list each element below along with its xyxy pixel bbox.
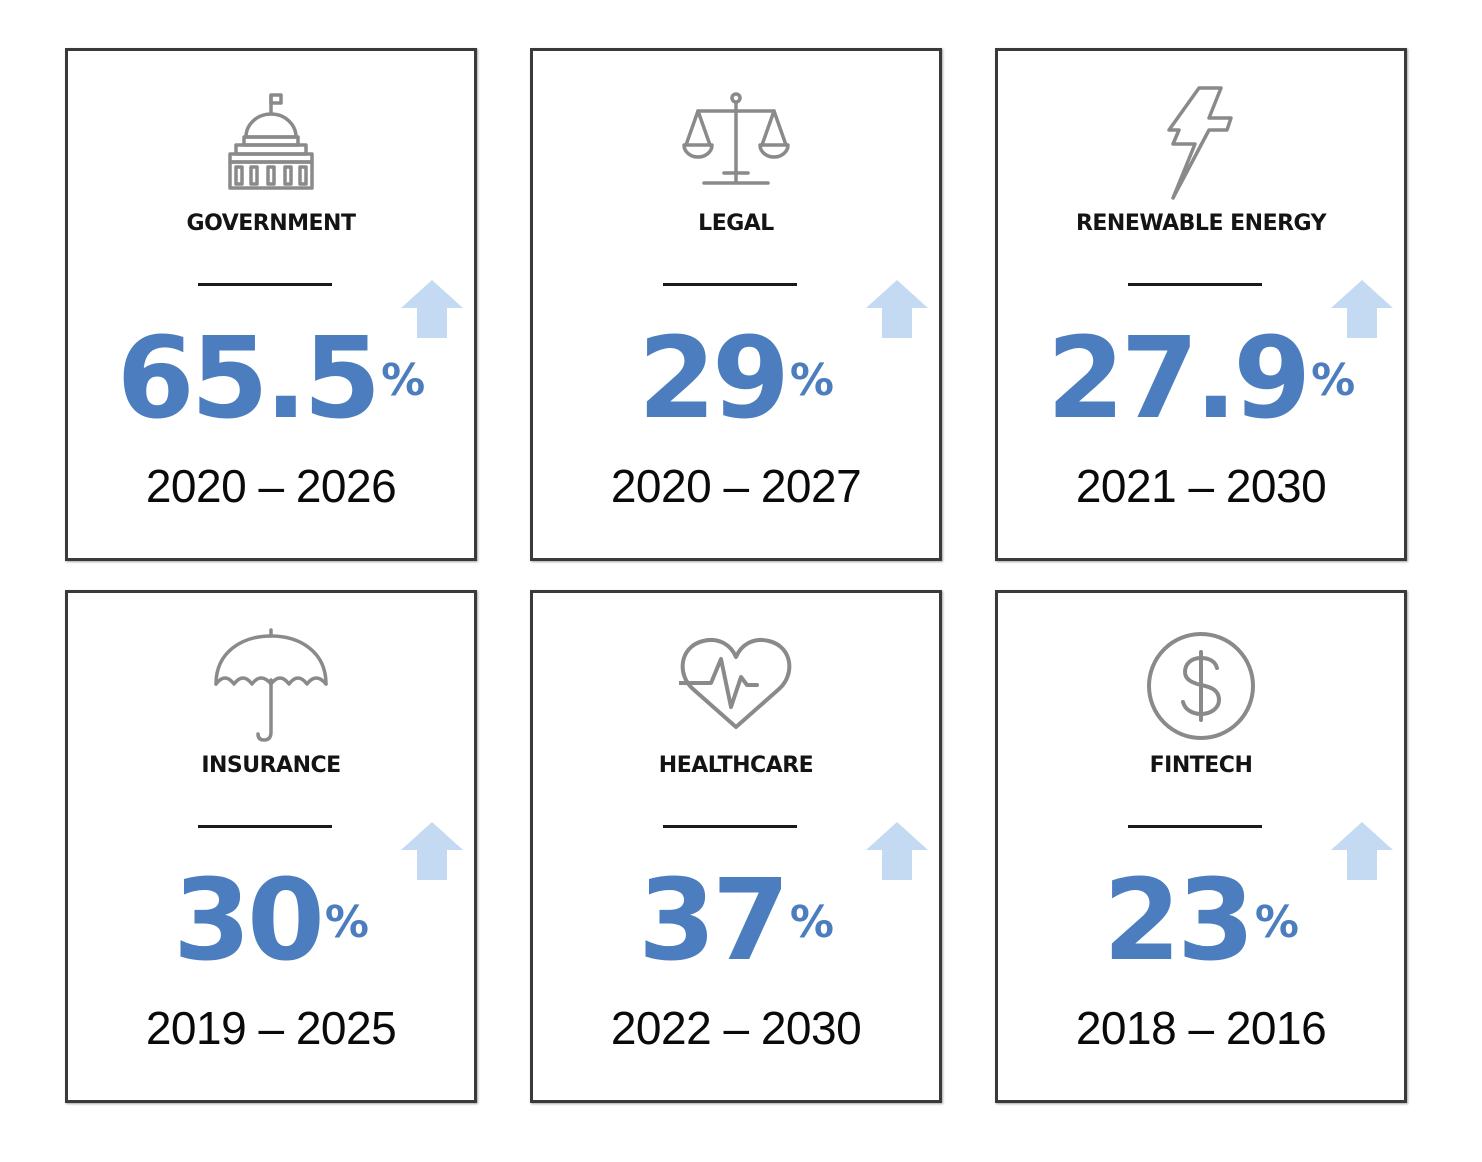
card-label: GOVERNMENT <box>186 211 356 236</box>
umbrella-icon <box>68 628 474 742</box>
card-label: LEGAL <box>698 211 774 236</box>
card-renewable-energy: RENEWABLE ENERGY 27.9% 2021 – 2030 <box>995 48 1407 561</box>
dollar-coin-icon <box>998 631 1404 741</box>
stat-value: 27.9 <box>1046 314 1311 444</box>
card-label: HEALTHCARE <box>658 753 814 778</box>
period: 2018 – 2016 <box>1075 1002 1327 1054</box>
period: 2021 – 2030 <box>1075 460 1327 512</box>
period: 2020 – 2026 <box>145 460 397 512</box>
stat-unit: % <box>324 897 369 948</box>
stat: 23% <box>998 861 1404 981</box>
card-legal: LEGAL 29% 2020 – 2027 <box>530 48 942 561</box>
card-government: GOVERNMENT 65.5% 2020 – 2026 <box>65 48 477 561</box>
divider <box>1128 283 1262 286</box>
card-insurance: INSURANCE 30% 2019 – 2025 <box>65 590 477 1103</box>
period: 2019 – 2025 <box>145 1002 397 1054</box>
divider <box>198 825 332 828</box>
up-arrow-icon <box>399 820 465 882</box>
divider <box>198 283 332 286</box>
government-building-icon <box>68 89 474 199</box>
stat-unit: % <box>789 897 834 948</box>
up-arrow-icon <box>399 278 465 340</box>
divider <box>663 283 797 286</box>
stat: 30% <box>68 861 474 981</box>
stat: 29% <box>533 319 939 439</box>
scales-of-justice-icon <box>533 89 939 199</box>
up-arrow-icon <box>864 820 930 882</box>
card-label: FINTECH <box>1149 753 1253 778</box>
stat-unit: % <box>1254 897 1299 948</box>
stat-value: 23 <box>1103 856 1255 986</box>
stat-value: 29 <box>638 314 790 444</box>
up-arrow-icon <box>864 278 930 340</box>
stat-value: 37 <box>638 856 790 986</box>
card-fintech: FINTECH 23% 2018 – 2016 <box>995 590 1407 1103</box>
stat-unit: % <box>381 355 426 406</box>
stat: 65.5% <box>68 319 474 439</box>
card-label: RENEWABLE ENERGY <box>1075 211 1327 236</box>
lightning-bolt-icon <box>998 86 1404 200</box>
period: 2020 – 2027 <box>610 460 862 512</box>
up-arrow-icon <box>1329 278 1395 340</box>
divider <box>1128 825 1262 828</box>
card-label: INSURANCE <box>201 753 341 778</box>
up-arrow-icon <box>1329 820 1395 882</box>
stat-unit: % <box>1311 355 1356 406</box>
heart-pulse-icon <box>533 631 939 741</box>
period: 2022 – 2030 <box>610 1002 862 1054</box>
card-healthcare: HEALTHCARE 37% 2022 – 2030 <box>530 590 942 1103</box>
stat-value: 65.5 <box>116 314 381 444</box>
stat: 37% <box>533 861 939 981</box>
stat-unit: % <box>789 355 834 406</box>
divider <box>663 825 797 828</box>
stat-value: 30 <box>173 856 325 986</box>
stat: 27.9% <box>998 319 1404 439</box>
